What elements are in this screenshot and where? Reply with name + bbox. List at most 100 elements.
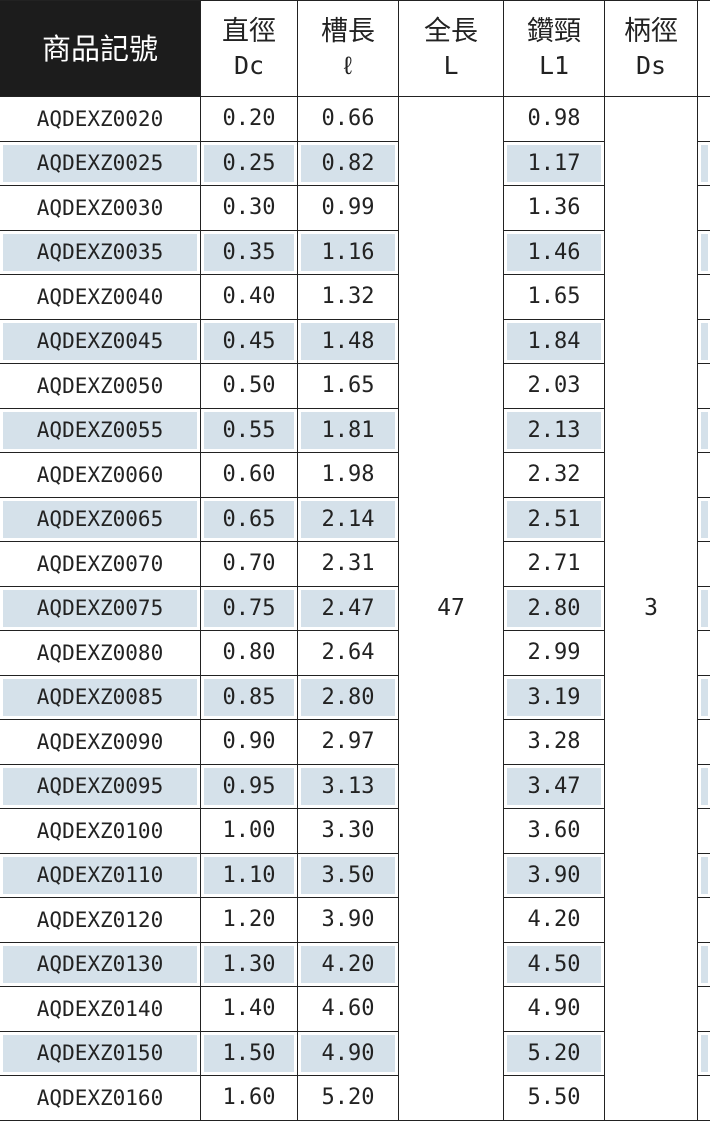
- cell: AQDEXZ0025: [0, 140, 201, 186]
- cell: AQDEXZ0030: [0, 185, 201, 231]
- cell: 4.90: [297, 1030, 399, 1076]
- cell: AQDEXZ0095: [0, 763, 201, 809]
- cell: [697, 897, 710, 943]
- table-row: AQDEXZ0070 0.70 2.31 2.71: [0, 541, 710, 587]
- cell: 0.99: [297, 185, 399, 231]
- table-row: AQDEXZ0045 0.45 1.48 1.84: [0, 318, 710, 364]
- cell: 0.35: [200, 229, 298, 275]
- cell: [697, 941, 710, 987]
- cell: 1.50: [200, 1030, 298, 1076]
- cell: 0.50: [200, 363, 298, 409]
- table-row: AQDEXZ0035 0.35 1.16 1.46: [0, 229, 710, 275]
- cell: [697, 229, 710, 275]
- cell: 4.50: [503, 941, 605, 987]
- cell: 3.60: [503, 808, 605, 854]
- cell: 1.30: [200, 941, 298, 987]
- cell: 1.84: [503, 318, 605, 364]
- cell: AQDEXZ0040: [0, 274, 201, 320]
- header-cell: 槽長 ℓ: [297, 0, 399, 97]
- cell: [697, 986, 710, 1032]
- cell: 0.40: [200, 274, 298, 320]
- cell: [697, 630, 710, 676]
- cell: 5.50: [503, 1075, 605, 1121]
- table-row: AQDEXZ0120 1.20 3.90 4.20: [0, 897, 710, 943]
- header-name: 全長: [424, 15, 478, 47]
- cell: 4.20: [297, 941, 399, 987]
- header-symbol: L1: [538, 50, 570, 80]
- cell: 0.25: [200, 140, 298, 186]
- cell: 0.70: [200, 541, 298, 587]
- cell: [697, 363, 710, 409]
- cell: 0.66: [297, 96, 399, 142]
- cell: [697, 1075, 710, 1121]
- cell: 5.20: [503, 1030, 605, 1076]
- cell: [697, 96, 710, 142]
- cell: 2.03: [503, 363, 605, 409]
- cell: 2.32: [503, 452, 605, 498]
- cell: 2.13: [503, 407, 605, 453]
- cell: 3.30: [297, 808, 399, 854]
- cell: AQDEXZ0045: [0, 318, 201, 364]
- header-row: 商品記號 直徑 Dc 槽長 ℓ 全長 L 鑽頸 L1 柄徑 Ds: [0, 0, 710, 97]
- cell: AQDEXZ0060: [0, 452, 201, 498]
- cell: AQDEXZ0065: [0, 496, 201, 542]
- cell: 2.80: [503, 585, 605, 631]
- merged-cell: 47: [398, 96, 504, 1121]
- header-symbol: L: [443, 50, 459, 80]
- cell: 3.19: [503, 674, 605, 720]
- header-name: 槽長: [321, 15, 375, 47]
- cell: 0.80: [200, 630, 298, 676]
- cell: 0.20: [200, 96, 298, 142]
- cell: 1.00: [200, 808, 298, 854]
- cell: 1.20: [200, 897, 298, 943]
- header-cell: 柄徑 Ds: [604, 0, 698, 97]
- cell: AQDEXZ0070: [0, 541, 201, 587]
- cell: 1.65: [297, 363, 399, 409]
- cell: [697, 318, 710, 364]
- table-row: AQDEXZ0110 1.10 3.50 3.90: [0, 852, 710, 898]
- cell: [697, 1030, 710, 1076]
- cell: 1.32: [297, 274, 399, 320]
- header-cell: [697, 0, 710, 97]
- cell: AQDEXZ0120: [0, 897, 201, 943]
- cell: 3.90: [297, 897, 399, 943]
- cell: 0.85: [200, 674, 298, 720]
- cell: AQDEXZ0150: [0, 1030, 201, 1076]
- cell: AQDEXZ0100: [0, 808, 201, 854]
- cell: [697, 808, 710, 854]
- cell: 4.90: [503, 986, 605, 1032]
- cell: 0.60: [200, 452, 298, 498]
- cell: 5.20: [297, 1075, 399, 1121]
- cell: AQDEXZ0055: [0, 407, 201, 453]
- table-row: AQDEXZ0030 0.30 0.99 1.36: [0, 185, 710, 231]
- cell: AQDEXZ0050: [0, 363, 201, 409]
- cell: AQDEXZ0140: [0, 986, 201, 1032]
- cell: AQDEXZ0160: [0, 1075, 201, 1121]
- table-body: AQDEXZ0020 0.20 0.66 47 0.98 3 AQDEXZ0025 0.25 0…: [0, 96, 710, 1121]
- cell: [697, 852, 710, 898]
- table-row: AQDEXZ0040 0.40 1.32 1.65: [0, 274, 710, 320]
- cell: 4.20: [503, 897, 605, 943]
- cell: [697, 585, 710, 631]
- cell: 1.60: [200, 1075, 298, 1121]
- cell: 1.17: [503, 140, 605, 186]
- cell: AQDEXZ0090: [0, 719, 201, 765]
- cell: AQDEXZ0035: [0, 229, 201, 275]
- cell: 0.65: [200, 496, 298, 542]
- cell: [697, 185, 710, 231]
- table-row: AQDEXZ0100 1.00 3.30 3.60: [0, 808, 710, 854]
- cell: 1.65: [503, 274, 605, 320]
- cell: 3.28: [503, 719, 605, 765]
- cell: 1.81: [297, 407, 399, 453]
- table-row: AQDEXZ0130 1.30 4.20 4.50: [0, 941, 710, 987]
- cell: 2.64: [297, 630, 399, 676]
- table-row: AQDEXZ0020 0.20 0.66 47 0.98 3: [0, 96, 710, 1121]
- cell: 0.75: [200, 585, 298, 631]
- cell: 2.51: [503, 496, 605, 542]
- table-row: AQDEXZ0150 1.50 4.90 5.20: [0, 1030, 710, 1076]
- cell: [697, 674, 710, 720]
- cell: 1.10: [200, 852, 298, 898]
- table-row: AQDEXZ0095 0.95 3.13 3.47: [0, 763, 710, 809]
- cell: 2.47: [297, 585, 399, 631]
- cell: 0.90: [200, 719, 298, 765]
